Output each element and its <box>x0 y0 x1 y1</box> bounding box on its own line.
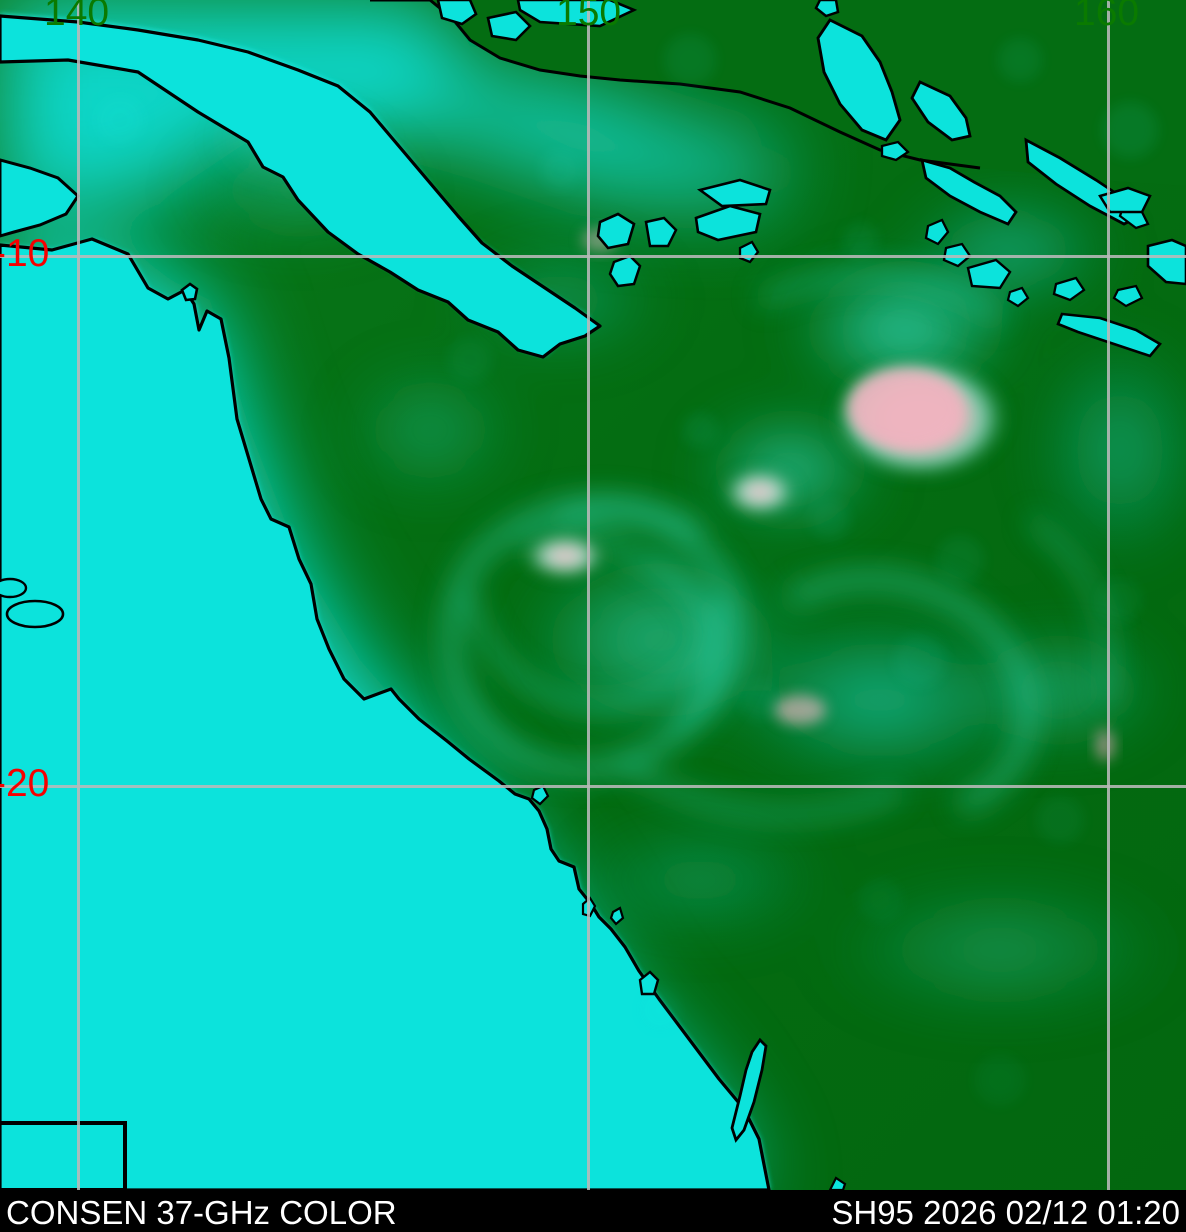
longitude-label-150: 150 <box>556 0 622 34</box>
longitude-label-160: 160 <box>1074 0 1140 34</box>
state-boundary-box <box>0 1121 127 1190</box>
gridline-latitude-20s <box>0 785 1186 788</box>
louisiade-islet-c <box>644 216 678 248</box>
new-caledonia <box>1146 238 1186 286</box>
shortland-islet <box>880 140 910 162</box>
solomon-islet-a <box>1052 276 1086 302</box>
gulf-west-shore <box>0 158 80 238</box>
gridline-longitude-160 <box>1107 0 1110 1190</box>
louisiade-islet-b <box>608 254 642 288</box>
new-georgia-islet-a <box>924 218 950 246</box>
png-islet-b <box>486 10 532 42</box>
microwave-brightness-temperature-image <box>0 0 1186 1190</box>
choiseul-island <box>910 80 972 142</box>
caption-bar: CONSEN 37-GHz COLOR SH95 2026 02/12 01:2… <box>0 1190 1186 1232</box>
solomon-islet-b <box>1006 286 1030 308</box>
santa-isabel-island <box>920 158 1018 226</box>
gridline-latitude-10s <box>0 255 1186 258</box>
coast-islet-d <box>828 1176 847 1190</box>
cape-york-islet <box>180 282 199 302</box>
louisiade-islet-f <box>696 178 772 208</box>
gulf-island-a <box>5 599 65 629</box>
product-caption-right: SH95 2026 02/12 01:20 <box>831 1194 1180 1231</box>
gridline-longitude-150 <box>587 0 590 1190</box>
papua-new-guinea <box>0 14 602 359</box>
solomon-islet-c <box>1112 284 1144 308</box>
product-caption-left: CONSEN 37-GHz COLOR <box>6 1194 397 1231</box>
png-islet-a <box>436 0 478 26</box>
latitude-label-20s: -20 <box>0 762 50 805</box>
russell-islet <box>966 258 1012 290</box>
image-noise-texture <box>96 34 1158 1106</box>
gulf-island-b <box>0 577 28 599</box>
coast-islet-b <box>609 906 625 926</box>
louisiade-islet-a <box>596 212 636 250</box>
storm-core-cell <box>520 531 610 581</box>
whitsunday-islet <box>638 970 660 996</box>
secondary-pink-cell <box>720 466 800 518</box>
bougainville-north-tip <box>814 0 840 18</box>
png-north-coast <box>370 0 1186 186</box>
fraser-island <box>730 1037 768 1143</box>
gridline-longitude-140 <box>77 0 80 1190</box>
png-islet-c <box>516 0 638 28</box>
satellite-image-canvas: 140 150 160 -10 -20 <box>0 0 1186 1190</box>
bougainville-island <box>816 18 902 142</box>
australia-landmass <box>0 237 771 1190</box>
png-north-coast-line <box>370 0 981 170</box>
latitude-label-10s: -10 <box>0 232 50 275</box>
longitude-label-140: 140 <box>44 0 110 34</box>
